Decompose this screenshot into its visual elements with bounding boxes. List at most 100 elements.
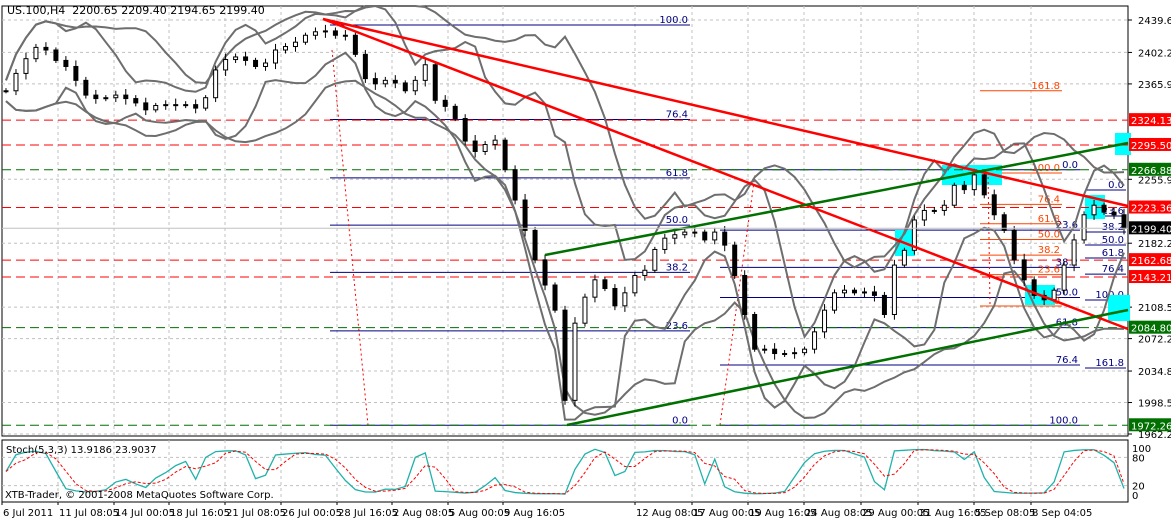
swing-dotted-line bbox=[987, 171, 991, 306]
candle-body bbox=[402, 82, 408, 92]
candle-body bbox=[861, 291, 867, 294]
fibonacci-level-label: 0.0 bbox=[1062, 160, 1078, 171]
price-tick-label: 2072.20 bbox=[1138, 335, 1171, 346]
candle-body bbox=[482, 144, 488, 152]
candle-body bbox=[302, 34, 308, 43]
price-level-badge bbox=[1129, 418, 1171, 432]
time-tick-label: 26 Jul 00:05 bbox=[282, 508, 342, 519]
stochastic-label: Stoch(5,3,3) 13.9186 23.9037 bbox=[6, 445, 157, 456]
chart-header: US.100,H4 2200.65 2209.40 2194.65 2199.4… bbox=[7, 4, 265, 17]
time-tick-label: 5 Sep 08:05 bbox=[975, 508, 1035, 519]
candle-body bbox=[412, 79, 418, 92]
candle-body bbox=[722, 231, 728, 246]
candle-body bbox=[1101, 204, 1107, 213]
candle-body bbox=[772, 348, 778, 355]
trend-line bbox=[322, 17, 1129, 331]
trend-line bbox=[322, 17, 1129, 208]
price-tick-label: 2034.80 bbox=[1138, 367, 1171, 378]
candle-body bbox=[392, 79, 398, 84]
candle-body bbox=[143, 102, 149, 111]
candle-body bbox=[782, 353, 788, 356]
price-level-label: 2199.40 bbox=[1131, 224, 1171, 235]
time-tick-label: 14 Jul 00:05 bbox=[115, 508, 175, 519]
price-tick-label: 2439.60 bbox=[1138, 16, 1171, 27]
open-value: 2200.65 bbox=[72, 4, 118, 17]
price-level-badge bbox=[1129, 320, 1171, 334]
stochastic-scale-label: 80 bbox=[1132, 453, 1145, 464]
candle-body bbox=[522, 199, 528, 231]
candle-body bbox=[1111, 211, 1117, 216]
time-tick-label: 9 Aug 16:05 bbox=[504, 508, 565, 519]
price-level-badge bbox=[1129, 221, 1171, 235]
candle-body bbox=[253, 59, 259, 67]
price-level-label: 2295.50 bbox=[1131, 141, 1171, 152]
fibonacci-level-label: 100.0 bbox=[1031, 163, 1060, 174]
time-tick-label: 12 Aug 08:05 bbox=[636, 508, 703, 519]
fibonacci-level-label: 50.0 bbox=[1102, 235, 1124, 246]
candle-body bbox=[931, 209, 937, 212]
price-tick-label: 2182.20 bbox=[1138, 239, 1171, 250]
candle-body bbox=[93, 94, 99, 100]
candle-body bbox=[971, 174, 977, 191]
candle-body bbox=[113, 94, 119, 99]
candle-body bbox=[991, 194, 997, 216]
candle-body bbox=[832, 292, 838, 311]
candle-body bbox=[173, 104, 179, 107]
candle-body bbox=[362, 53, 368, 80]
candle-body bbox=[682, 231, 688, 236]
candle-body bbox=[752, 314, 758, 350]
candle-body bbox=[851, 289, 857, 294]
candle-body bbox=[1071, 239, 1077, 266]
candle-body bbox=[582, 296, 588, 324]
time-tick-label: 8 Sep 04:05 bbox=[1032, 508, 1092, 519]
candle-body bbox=[163, 104, 169, 107]
candle-body bbox=[462, 118, 468, 142]
fibonacci-level-label: 38.2 bbox=[666, 262, 688, 273]
candle-body bbox=[732, 244, 738, 276]
candle-body bbox=[512, 169, 518, 201]
fibonacci-level-label: 161.8 bbox=[1095, 358, 1124, 369]
price-level-badge bbox=[1129, 253, 1171, 267]
candle-body bbox=[602, 279, 608, 289]
candle-body bbox=[1011, 229, 1017, 261]
candle-body bbox=[901, 249, 907, 266]
candle-body bbox=[1021, 259, 1027, 281]
candle-body bbox=[911, 219, 917, 251]
candle-body bbox=[1001, 214, 1007, 231]
candle-body bbox=[672, 234, 678, 239]
highlight-box bbox=[1108, 295, 1130, 321]
candle-body bbox=[502, 139, 508, 171]
candle-body bbox=[871, 291, 877, 296]
candle-body bbox=[33, 46, 39, 60]
fibonacci-level-label: 61.8 bbox=[1038, 214, 1060, 225]
candle-body bbox=[83, 79, 89, 96]
candle-body bbox=[891, 264, 897, 316]
fibonacci-level-label: 50.0 bbox=[666, 215, 688, 226]
candle-body bbox=[233, 56, 239, 61]
price-tick-label: 1998.50 bbox=[1138, 399, 1171, 410]
price-level-label: 2143.21 bbox=[1131, 273, 1171, 284]
candle-body bbox=[941, 204, 947, 211]
candle-body bbox=[312, 31, 318, 36]
stochastic-scale-label: 100 bbox=[1132, 444, 1151, 455]
candle-body bbox=[981, 174, 987, 196]
fibonacci-level-label: 100.0 bbox=[1049, 415, 1078, 426]
time-tick-label: 5 Aug 00:05 bbox=[449, 508, 510, 519]
candle-body bbox=[632, 274, 638, 294]
fibonacci-level-label: 76.4 bbox=[1102, 264, 1124, 275]
fibonacci-level-label: 50.0 bbox=[1056, 288, 1078, 299]
candle-body bbox=[332, 30, 338, 36]
candle-body bbox=[712, 231, 718, 241]
candle-body bbox=[292, 41, 298, 48]
candle-body bbox=[762, 348, 768, 351]
candle-body bbox=[812, 331, 818, 350]
trend-line bbox=[544, 141, 1129, 257]
candle-body bbox=[203, 97, 209, 109]
candle-body bbox=[133, 98, 139, 104]
fibonacci-level-label: 76.4 bbox=[666, 109, 688, 120]
candle-body bbox=[662, 237, 668, 250]
bollinger-band-line bbox=[5, 5, 1125, 339]
time-tick-label: 17 Aug 00:05 bbox=[693, 508, 760, 519]
candle-body bbox=[183, 104, 189, 107]
